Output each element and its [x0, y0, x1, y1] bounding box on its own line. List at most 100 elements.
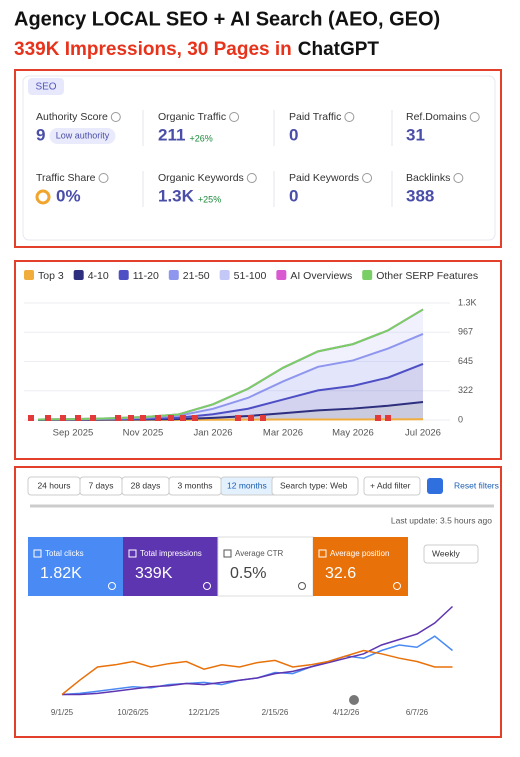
serp-flag[interactable] [385, 415, 391, 421]
legend-label[interactable]: 21-50 [183, 270, 210, 282]
subtitle-rest: ChatGPT [298, 39, 380, 60]
serp-flag[interactable] [45, 415, 51, 421]
subtitle: 339K Impressions, 30 Pages in [14, 39, 292, 60]
metric-card[interactable] [313, 537, 408, 596]
range-label: 24 hours [37, 480, 70, 490]
card-label: Total clicks [45, 549, 84, 558]
y-tick-label: 645 [458, 356, 473, 366]
range-label: 3 months [178, 480, 213, 490]
serp-flag[interactable] [60, 415, 66, 421]
reset-link[interactable]: Reset filters [454, 480, 499, 490]
change: +25% [198, 194, 221, 204]
metric-label: Organic Keywords [158, 172, 244, 184]
serp-flag[interactable] [235, 415, 241, 421]
x-tick-label: 12/21/25 [188, 708, 220, 717]
x-tick-label: Mar 2026 [263, 428, 303, 439]
metric-label: Authority Score [36, 111, 108, 123]
interval-label: Weekly [432, 548, 460, 558]
add-filter-label: + Add filter [370, 480, 411, 490]
help-icon [203, 582, 211, 590]
area-fill [38, 333, 423, 420]
metric-card[interactable] [217, 536, 314, 597]
serp-flag[interactable] [248, 415, 254, 421]
y-tick-label: 322 [458, 385, 473, 395]
serp-flag[interactable] [28, 415, 34, 421]
metric-card[interactable] [123, 537, 218, 596]
info-icon [362, 173, 373, 183]
card-label: Total impressions [140, 549, 202, 558]
metric-label: Paid Traffic [289, 111, 341, 123]
serp-flag[interactable] [260, 415, 266, 421]
scrubber[interactable] [349, 695, 359, 705]
x-tick-label: May 2026 [332, 428, 374, 439]
metric-value: 0 [289, 186, 298, 205]
filter-label: Search type: Web [280, 480, 348, 490]
serp-flag[interactable] [115, 415, 121, 421]
serp-flag[interactable] [168, 415, 174, 421]
y-tick-label: 0 [458, 414, 463, 424]
donut [35, 189, 51, 205]
filter-button[interactable] [271, 476, 359, 496]
serp-flag[interactable] [140, 415, 146, 421]
info-icon [453, 173, 464, 183]
metric-label: Traffic Share [36, 172, 96, 184]
legend-label[interactable]: Top 3 [38, 270, 64, 282]
legend-label[interactable]: 4-10 [88, 270, 109, 282]
serp-flag[interactable] [375, 415, 381, 421]
highlight-box [14, 260, 502, 460]
info-icon [469, 112, 480, 122]
legend-label[interactable]: Other SERP Features [376, 270, 478, 282]
info-icon [344, 112, 355, 122]
metric-card[interactable] [28, 537, 123, 596]
info-icon [110, 112, 121, 122]
metric-label: Organic Traffic [158, 111, 226, 123]
legend-label[interactable]: 11-20 [133, 270, 159, 282]
add-filter[interactable] [363, 476, 421, 496]
x-tick-label: 9/1/25 [51, 708, 74, 717]
serp-flag[interactable] [128, 415, 134, 421]
checkbox [128, 549, 137, 558]
checkbox [33, 549, 42, 558]
card-value: 339K [135, 565, 173, 582]
checkbox [223, 549, 232, 558]
x-tick-label: Sep 2025 [53, 428, 94, 439]
x-tick-label: 2/15/26 [262, 708, 289, 717]
metric-value: 31 [406, 125, 425, 144]
series-line [37, 308, 424, 421]
area-fill [38, 402, 423, 420]
seo-label: SEO [35, 82, 56, 93]
seo-pill [28, 78, 64, 95]
x-tick-label: Nov 2025 [123, 428, 164, 439]
metric-label: Paid Keywords [289, 172, 359, 184]
legend-box [219, 270, 230, 280]
metric-value: 9 [36, 125, 45, 144]
serp-flag[interactable] [180, 415, 186, 421]
serp-flag[interactable] [75, 415, 81, 421]
y-tick-label: 1.3K [458, 297, 477, 307]
metric-label: Ref.Domains [406, 111, 467, 123]
x-tick-label: 6/7/26 [406, 708, 429, 717]
metric-value: 211 [158, 125, 185, 144]
serp-flag[interactable] [90, 415, 96, 421]
legend-label[interactable]: 51-100 [234, 270, 267, 282]
area-fill [38, 363, 423, 420]
serp-flag[interactable] [155, 415, 161, 421]
seo-card [22, 75, 496, 241]
checkbox [318, 549, 327, 558]
metric-value: 0 [289, 125, 298, 144]
help-icon [298, 582, 306, 590]
badge-text: Low authority [56, 130, 110, 140]
filter-icon[interactable] [427, 478, 443, 494]
card-value: 32.6 [325, 565, 356, 582]
series-line [61, 649, 453, 696]
x-tick-label: Jul 2026 [405, 428, 441, 439]
badge [49, 128, 116, 144]
legend-label[interactable]: AI Overviews [290, 270, 352, 282]
metric-value: 0% [56, 186, 81, 205]
info-icon [246, 173, 257, 183]
card-label: Average position [330, 549, 389, 558]
serp-flag[interactable] [192, 415, 198, 421]
legend-box [24, 270, 34, 280]
interval-select[interactable] [423, 544, 479, 564]
